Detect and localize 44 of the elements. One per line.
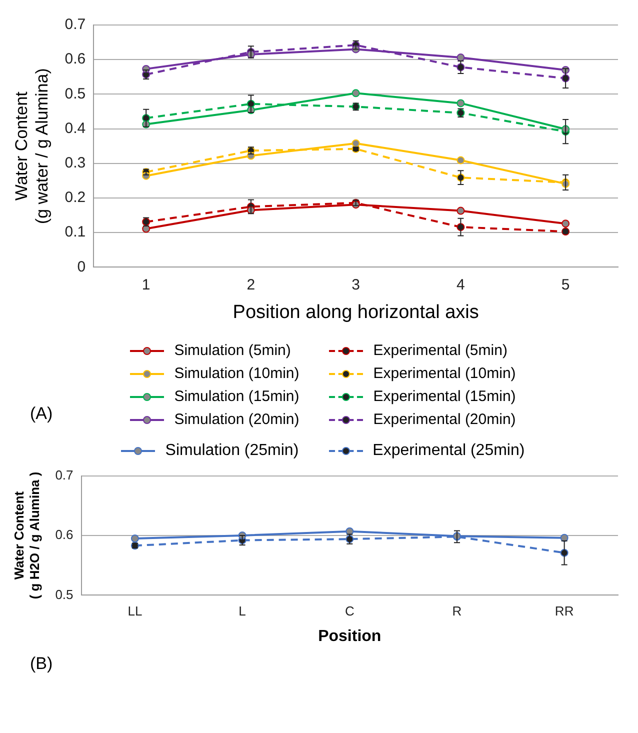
legend-label: Simulation (5min) — [174, 342, 291, 359]
x-tick-label: RR — [554, 604, 574, 619]
y-tick-label: 0.7 — [55, 467, 74, 482]
y-tick-label: 0.4 — [64, 120, 86, 137]
y-tick-label: 0.6 — [64, 50, 86, 68]
y-tick-label: 0.1 — [64, 224, 86, 241]
legend-label: Experimental (10min) — [373, 365, 516, 382]
x-tick-label: 1 — [142, 276, 150, 294]
x-tick-label: 5 — [561, 276, 570, 294]
y-tick-label: 0.3 — [64, 154, 86, 172]
x-axis-title: Position along horizontal axis — [232, 302, 479, 323]
point — [456, 206, 465, 215]
y-axis-title: Water Content (g water / g Alumina) — [12, 68, 52, 224]
legend-label: Experimental (5min) — [373, 342, 508, 359]
y-axis-title: Water Content ( g H2O / g Alumina ) — [11, 472, 42, 600]
point — [352, 89, 360, 98]
legend-label: Experimental (25min) — [372, 442, 525, 460]
legend-label: Simulation (10min) — [174, 365, 300, 382]
x-tick-label: 3 — [352, 276, 360, 294]
y-tick-label: 0.5 — [64, 85, 86, 102]
y-tick-label: 0.7 — [64, 16, 86, 34]
x-tick-label: L — [238, 604, 246, 619]
y-tick-label: 0.5 — [55, 586, 74, 602]
x-tick-label: 4 — [456, 276, 465, 294]
y-tick-label: 0.6 — [55, 527, 74, 542]
point — [562, 220, 570, 228]
text: (A) — [30, 404, 53, 423]
point — [130, 534, 139, 542]
x-axis-title: Position — [318, 628, 382, 645]
point — [456, 156, 465, 164]
x-tick-label: LL — [128, 604, 142, 619]
legend-label: Simulation (20min) — [174, 411, 300, 428]
text: (B) — [29, 654, 54, 674]
legend-label: Experimental (20min) — [373, 411, 516, 428]
x-tick-label: C — [344, 604, 354, 619]
x-tick-label: 2 — [246, 276, 256, 294]
point — [456, 99, 465, 108]
legend-label: Experimental (15min) — [373, 388, 516, 405]
x-tick-label: R — [452, 604, 462, 619]
y-tick-label: 0 — [77, 258, 86, 276]
legend-label: Simulation (25min) — [165, 442, 299, 460]
y-tick-label: 0.2 — [64, 189, 86, 206]
point — [352, 139, 360, 148]
legend-label: Simulation (15min) — [174, 388, 300, 405]
